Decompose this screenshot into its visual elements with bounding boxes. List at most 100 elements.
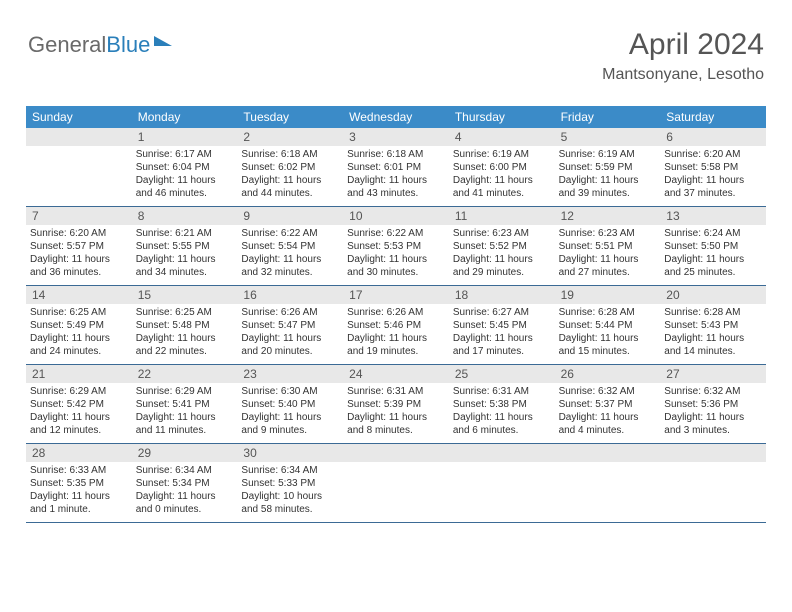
- day-number: 9: [237, 207, 343, 225]
- day-number: 19: [555, 286, 661, 304]
- day-info-line: Daylight: 11 hours: [136, 490, 234, 503]
- day-cell: 14Sunrise: 6:25 AMSunset: 5:49 PMDayligh…: [26, 286, 132, 364]
- day-info-line: and 41 minutes.: [453, 187, 551, 200]
- day-info-line: Sunrise: 6:24 AM: [664, 227, 762, 240]
- day-info-line: Sunset: 5:48 PM: [136, 319, 234, 332]
- day-info-line: Sunrise: 6:27 AM: [453, 306, 551, 319]
- day-number: 13: [660, 207, 766, 225]
- day-number: 30: [237, 444, 343, 462]
- day-info-line: Sunset: 5:40 PM: [241, 398, 339, 411]
- day-info-line: Sunrise: 6:31 AM: [347, 385, 445, 398]
- day-cell: [343, 444, 449, 522]
- day-number: 21: [26, 365, 132, 383]
- day-info-line: Sunset: 5:49 PM: [30, 319, 128, 332]
- day-info-line: Sunrise: 6:23 AM: [559, 227, 657, 240]
- day-info-line: and 14 minutes.: [664, 345, 762, 358]
- header: April 2024 Mantsonyane, Lesotho: [602, 28, 764, 84]
- day-info-line: Daylight: 11 hours: [559, 174, 657, 187]
- day-info-line: Daylight: 11 hours: [453, 174, 551, 187]
- day-info-line: Sunset: 5:36 PM: [664, 398, 762, 411]
- day-info-line: Sunrise: 6:20 AM: [30, 227, 128, 240]
- week-row: 1Sunrise: 6:17 AMSunset: 6:04 PMDaylight…: [26, 128, 766, 207]
- day-info-line: Daylight: 11 hours: [664, 411, 762, 424]
- day-info-line: Daylight: 11 hours: [241, 411, 339, 424]
- day-info-line: and 29 minutes.: [453, 266, 551, 279]
- day-info-line: Sunset: 6:00 PM: [453, 161, 551, 174]
- day-number: 25: [449, 365, 555, 383]
- day-cell: 5Sunrise: 6:19 AMSunset: 5:59 PMDaylight…: [555, 128, 661, 206]
- day-number: 17: [343, 286, 449, 304]
- day-cell: 16Sunrise: 6:26 AMSunset: 5:47 PMDayligh…: [237, 286, 343, 364]
- day-info-line: Daylight: 10 hours: [241, 490, 339, 503]
- day-info-line: Sunset: 5:42 PM: [30, 398, 128, 411]
- day-number: 29: [132, 444, 238, 462]
- day-info-line: Sunset: 5:46 PM: [347, 319, 445, 332]
- day-info-line: Sunset: 5:45 PM: [453, 319, 551, 332]
- day-info-line: and 19 minutes.: [347, 345, 445, 358]
- day-info: Sunrise: 6:21 AMSunset: 5:55 PMDaylight:…: [132, 225, 238, 283]
- day-info-line: and 22 minutes.: [136, 345, 234, 358]
- day-cell: 29Sunrise: 6:34 AMSunset: 5:34 PMDayligh…: [132, 444, 238, 522]
- day-info: Sunrise: 6:31 AMSunset: 5:39 PMDaylight:…: [343, 383, 449, 441]
- empty-day-header: [343, 444, 449, 462]
- day-info: Sunrise: 6:17 AMSunset: 6:04 PMDaylight:…: [132, 146, 238, 204]
- day-info-line: Daylight: 11 hours: [559, 411, 657, 424]
- day-info: Sunrise: 6:29 AMSunset: 5:41 PMDaylight:…: [132, 383, 238, 441]
- day-cell: 7Sunrise: 6:20 AMSunset: 5:57 PMDaylight…: [26, 207, 132, 285]
- day-number: 16: [237, 286, 343, 304]
- day-cell: 2Sunrise: 6:18 AMSunset: 6:02 PMDaylight…: [237, 128, 343, 206]
- weekday-header: Wednesday: [343, 106, 449, 128]
- day-info-line: Daylight: 11 hours: [30, 490, 128, 503]
- day-info: Sunrise: 6:27 AMSunset: 5:45 PMDaylight:…: [449, 304, 555, 362]
- day-info: Sunrise: 6:33 AMSunset: 5:35 PMDaylight:…: [26, 462, 132, 520]
- day-info-line: Sunrise: 6:34 AM: [241, 464, 339, 477]
- day-info-line: Sunset: 6:02 PM: [241, 161, 339, 174]
- day-info-line: Sunrise: 6:32 AM: [664, 385, 762, 398]
- day-info: Sunrise: 6:22 AMSunset: 5:54 PMDaylight:…: [237, 225, 343, 283]
- logo-text-general: General: [28, 32, 106, 58]
- day-info-line: Daylight: 11 hours: [453, 332, 551, 345]
- day-info-line: Daylight: 11 hours: [453, 411, 551, 424]
- day-info-line: Sunrise: 6:29 AM: [136, 385, 234, 398]
- day-info-line: Sunrise: 6:28 AM: [559, 306, 657, 319]
- day-info: Sunrise: 6:20 AMSunset: 5:58 PMDaylight:…: [660, 146, 766, 204]
- day-info: Sunrise: 6:20 AMSunset: 5:57 PMDaylight:…: [26, 225, 132, 283]
- day-info: Sunrise: 6:25 AMSunset: 5:49 PMDaylight:…: [26, 304, 132, 362]
- day-info-line: Daylight: 11 hours: [559, 332, 657, 345]
- day-info-line: and 17 minutes.: [453, 345, 551, 358]
- day-cell: 25Sunrise: 6:31 AMSunset: 5:38 PMDayligh…: [449, 365, 555, 443]
- day-info-line: Sunset: 5:38 PM: [453, 398, 551, 411]
- day-info: Sunrise: 6:34 AMSunset: 5:34 PMDaylight:…: [132, 462, 238, 520]
- day-cell: 28Sunrise: 6:33 AMSunset: 5:35 PMDayligh…: [26, 444, 132, 522]
- day-info: Sunrise: 6:26 AMSunset: 5:46 PMDaylight:…: [343, 304, 449, 362]
- day-info-line: and 36 minutes.: [30, 266, 128, 279]
- day-info-line: Sunset: 6:04 PM: [136, 161, 234, 174]
- day-info-line: Sunrise: 6:22 AM: [241, 227, 339, 240]
- day-info-line: Sunset: 5:51 PM: [559, 240, 657, 253]
- day-cell: 30Sunrise: 6:34 AMSunset: 5:33 PMDayligh…: [237, 444, 343, 522]
- day-info-line: Daylight: 11 hours: [347, 411, 445, 424]
- day-info-line: Daylight: 11 hours: [136, 332, 234, 345]
- day-cell: 19Sunrise: 6:28 AMSunset: 5:44 PMDayligh…: [555, 286, 661, 364]
- weekday-header: Sunday: [26, 106, 132, 128]
- day-info-line: Sunrise: 6:23 AM: [453, 227, 551, 240]
- day-info: Sunrise: 6:32 AMSunset: 5:37 PMDaylight:…: [555, 383, 661, 441]
- day-info-line: Daylight: 11 hours: [453, 253, 551, 266]
- day-info-line: Sunset: 5:41 PM: [136, 398, 234, 411]
- day-info-line: Sunset: 5:53 PM: [347, 240, 445, 253]
- day-info-line: Sunset: 5:37 PM: [559, 398, 657, 411]
- day-info-line: Sunset: 5:35 PM: [30, 477, 128, 490]
- empty-day-header: [26, 128, 132, 146]
- day-info-line: Daylight: 11 hours: [136, 253, 234, 266]
- day-info-line: Sunset: 6:01 PM: [347, 161, 445, 174]
- day-cell: 27Sunrise: 6:32 AMSunset: 5:36 PMDayligh…: [660, 365, 766, 443]
- day-number: 3: [343, 128, 449, 146]
- day-info: Sunrise: 6:28 AMSunset: 5:43 PMDaylight:…: [660, 304, 766, 362]
- day-info-line: and 27 minutes.: [559, 266, 657, 279]
- day-number: 11: [449, 207, 555, 225]
- day-info: Sunrise: 6:23 AMSunset: 5:52 PMDaylight:…: [449, 225, 555, 283]
- day-info-line: Sunset: 5:52 PM: [453, 240, 551, 253]
- day-info-line: Daylight: 11 hours: [664, 332, 762, 345]
- day-info-line: and 46 minutes.: [136, 187, 234, 200]
- day-info-line: and 3 minutes.: [664, 424, 762, 437]
